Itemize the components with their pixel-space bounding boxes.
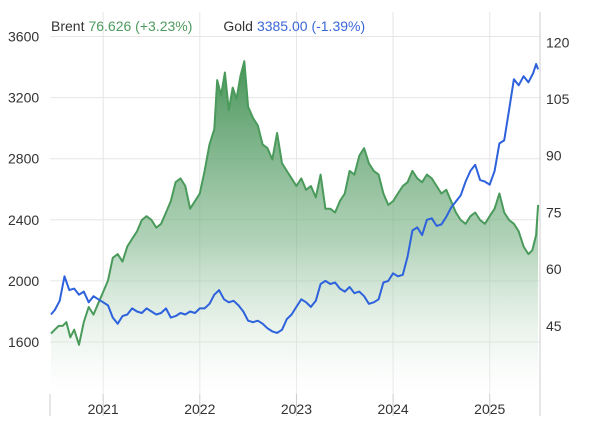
legend-brent-value: 76.626 (+3.23%) — [88, 18, 193, 34]
right-tick-label: 105 — [546, 91, 570, 107]
left-tick-label: 2000 — [8, 273, 39, 289]
axes: 1600 2000 2400 2800 3200 3600 45 60 75 90 105 120 20… — [8, 12, 570, 417]
left-tick-label: 2800 — [8, 151, 39, 167]
right-tick-label: 90 — [546, 148, 562, 164]
x-tick-label: 2024 — [378, 401, 409, 417]
x-tick-label: 2022 — [184, 401, 215, 417]
legend-brent-name: Brent — [51, 18, 85, 34]
right-tick-label: 60 — [546, 261, 562, 277]
legend-gold-value: 3385.00 (-1.39%) — [256, 18, 366, 34]
right-tick-label: 120 — [546, 34, 570, 50]
gold-series-line[interactable] — [50, 63, 540, 334]
legend-item-gold[interactable]: Gold 3385.00 (-1.39%) — [223, 18, 365, 34]
right-tick-label: 45 — [546, 318, 562, 334]
x-tick-label: 2021 — [88, 401, 119, 417]
x-tick-label: 2023 — [281, 401, 312, 417]
left-tick-label: 2400 — [8, 212, 39, 228]
right-tick-label: 75 — [546, 204, 562, 220]
brent-area-layer — [51, 61, 539, 394]
brent-series-line[interactable] — [50, 60, 540, 346]
x-tick-label: 2025 — [474, 401, 505, 417]
left-tick-label: 1600 — [8, 334, 39, 350]
lines-layer — [50, 60, 540, 346]
chart-legend: Brent 76.626 (+3.23%) Gold 3385.00 (-1.3… — [51, 18, 396, 34]
left-tick-label: 3600 — [8, 28, 39, 44]
left-tick-label: 3200 — [8, 90, 39, 106]
legend-item-brent[interactable]: Brent 76.626 (+3.23%) — [51, 18, 192, 34]
brent-area-fill — [51, 61, 539, 394]
legend-gold-name: Gold — [223, 18, 253, 34]
